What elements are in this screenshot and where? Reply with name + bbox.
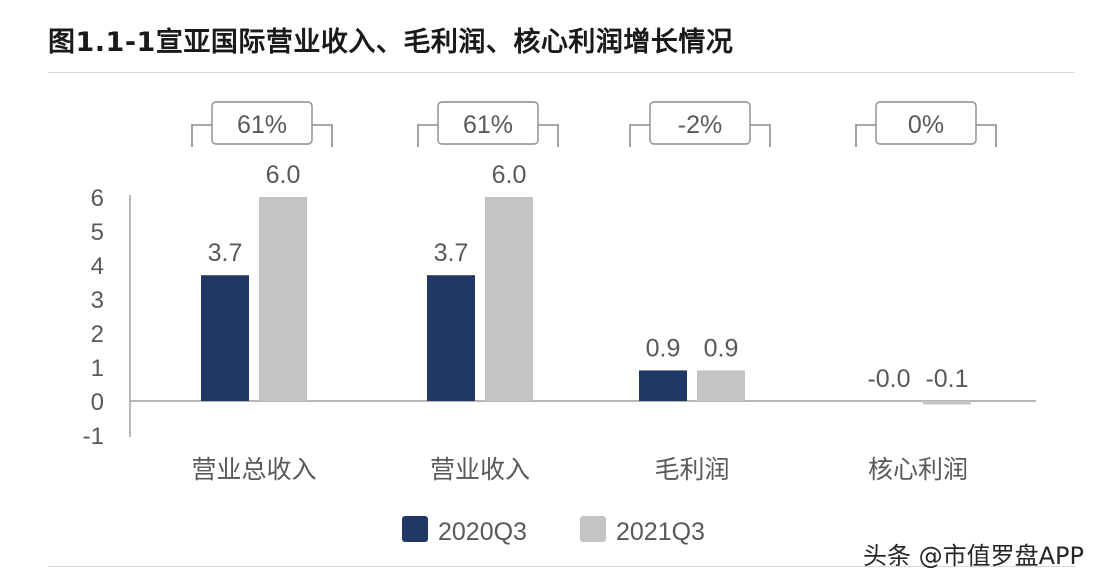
data-label: 3.7 <box>208 239 243 267</box>
bar-2020Q3 <box>201 275 249 401</box>
legend-label: 2020Q3 <box>438 518 527 546</box>
growth-bracket-right <box>750 124 771 147</box>
growth-bracket-left <box>629 124 650 147</box>
y-tick-label: 4 <box>91 253 104 280</box>
data-label: 6.0 <box>492 161 527 189</box>
x-category-label: 营业总收入 <box>191 455 316 484</box>
growth-label: 61% <box>463 111 513 139</box>
growth-label: -2% <box>678 111 722 139</box>
growth-bracket-left <box>191 124 212 147</box>
legend-swatch <box>580 516 606 542</box>
x-category-label: 营业收入 <box>430 455 530 484</box>
growth-label-box <box>875 101 977 145</box>
chart-title: 图1.1-1宣亚国际营业收入、毛利润、核心利润增长情况 <box>48 27 734 58</box>
growth-label: 61% <box>237 111 287 139</box>
growth-label-box <box>211 101 313 145</box>
data-label: 3.7 <box>434 239 469 267</box>
growth-bracket-right <box>538 124 559 147</box>
legend-swatch <box>402 516 428 542</box>
bottom-divider <box>48 566 1075 567</box>
legend-label: 2021Q3 <box>616 518 705 546</box>
y-tick-label: 1 <box>91 355 104 382</box>
data-label: -0.0 <box>867 365 910 393</box>
growth-bracket-right <box>976 124 997 147</box>
bar-2020Q3 <box>427 275 475 401</box>
bar-2021Q3 <box>485 197 533 401</box>
bar-2021Q3 <box>259 197 307 401</box>
data-label: 0.9 <box>646 334 681 362</box>
growth-label-box <box>649 101 751 145</box>
y-tick-label: 6 <box>91 185 104 212</box>
growth-bracket-left <box>417 124 438 147</box>
y-tick-label: 5 <box>91 219 104 246</box>
y-tick-label: -1 <box>83 423 104 450</box>
watermark: 头条 @市值罗盘APP <box>863 542 1084 570</box>
growth-label-box <box>437 101 539 145</box>
y-tick-label: 0 <box>91 389 104 416</box>
growth-label: 0% <box>908 111 944 139</box>
title-divider <box>48 72 1075 73</box>
growth-bracket-right <box>312 124 333 147</box>
bar-2021Q3 <box>697 370 745 401</box>
data-label: -0.1 <box>925 365 968 393</box>
x-category-label: 核心利润 <box>868 455 968 484</box>
data-label: 6.0 <box>266 161 301 189</box>
y-tick-label: 3 <box>91 287 104 314</box>
y-tick-label: 2 <box>91 321 104 348</box>
bar-2020Q3 <box>639 370 687 401</box>
x-category-label: 毛利润 <box>654 455 729 484</box>
bar-2021Q3 <box>923 401 971 405</box>
data-label: 0.9 <box>704 334 739 362</box>
growth-bracket-left <box>855 124 876 147</box>
